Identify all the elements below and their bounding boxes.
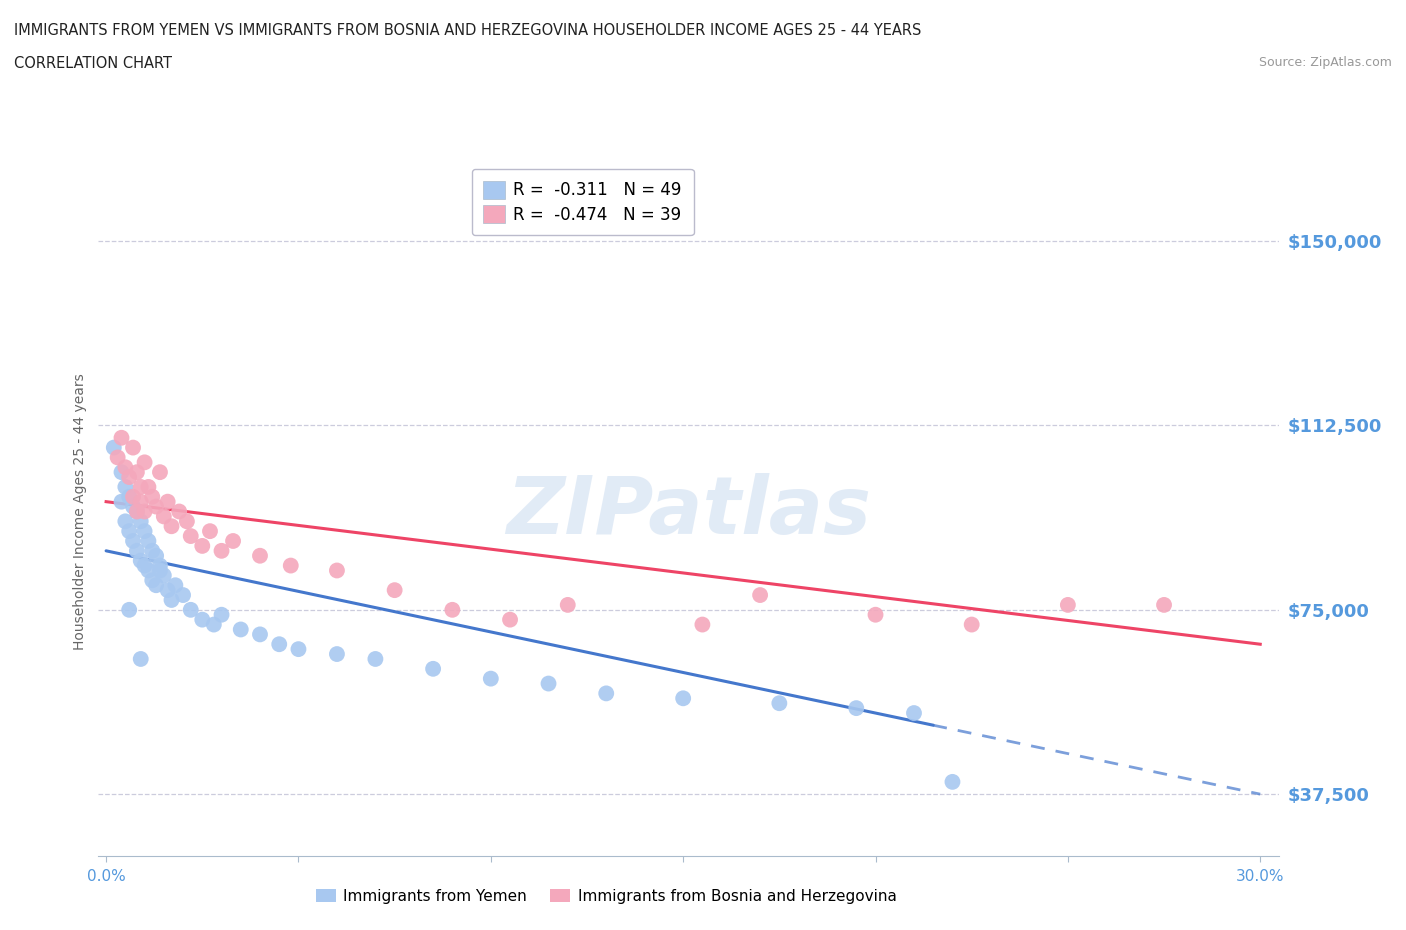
Point	[156, 583, 179, 598]
Point	[326, 563, 349, 578]
Point	[191, 538, 214, 553]
Point	[960, 618, 983, 632]
Point	[191, 612, 214, 627]
Point	[125, 465, 148, 480]
Point	[118, 489, 141, 504]
Point	[149, 558, 172, 573]
Point	[110, 431, 132, 445]
Point	[122, 440, 145, 455]
Point	[1057, 597, 1080, 612]
Point	[103, 440, 125, 455]
Point	[129, 480, 152, 495]
Point	[499, 612, 522, 627]
Point	[222, 534, 245, 549]
Point	[145, 578, 167, 592]
Point	[129, 494, 152, 509]
Text: IMMIGRANTS FROM YEMEN VS IMMIGRANTS FROM BOSNIA AND HERZEGOVINA HOUSEHOLDER INCO: IMMIGRANTS FROM YEMEN VS IMMIGRANTS FROM…	[14, 23, 921, 38]
Point	[141, 489, 163, 504]
Point	[249, 549, 271, 564]
Text: CORRELATION CHART: CORRELATION CHART	[14, 56, 172, 71]
Point	[167, 504, 190, 519]
Point	[180, 603, 202, 618]
Point	[134, 504, 156, 519]
Point	[138, 480, 160, 495]
Point	[129, 514, 152, 529]
Point	[118, 524, 141, 538]
Point	[114, 480, 136, 495]
Point	[768, 696, 790, 711]
Point	[153, 509, 176, 524]
Point	[125, 543, 148, 558]
Point	[1153, 597, 1175, 612]
Point	[749, 588, 772, 603]
Point	[441, 603, 464, 618]
Point	[134, 558, 156, 573]
Point	[110, 494, 132, 509]
Point	[176, 514, 198, 529]
Point	[145, 549, 167, 564]
Point	[118, 470, 141, 485]
Point	[557, 597, 579, 612]
Point	[141, 543, 163, 558]
Point	[692, 618, 714, 632]
Point	[122, 499, 145, 514]
Point	[141, 573, 163, 588]
Point	[118, 603, 141, 618]
Point	[114, 514, 136, 529]
Point	[384, 583, 406, 598]
Point	[865, 607, 887, 622]
Point	[110, 465, 132, 480]
Point	[537, 676, 560, 691]
Text: ZIPatlas: ZIPatlas	[506, 472, 872, 551]
Point	[180, 528, 202, 543]
Point	[364, 652, 387, 667]
Point	[160, 519, 183, 534]
Point	[595, 686, 617, 701]
Point	[845, 700, 868, 715]
Y-axis label: Householder Income Ages 25 - 44 years: Householder Income Ages 25 - 44 years	[73, 373, 87, 650]
Point	[269, 637, 291, 652]
Point	[153, 568, 176, 583]
Point	[229, 622, 252, 637]
Point	[122, 489, 145, 504]
Point	[202, 618, 225, 632]
Point	[129, 652, 152, 667]
Point	[145, 499, 167, 514]
Text: Source: ZipAtlas.com: Source: ZipAtlas.com	[1258, 56, 1392, 69]
Point	[138, 534, 160, 549]
Point	[134, 455, 156, 470]
Point	[422, 661, 444, 676]
Point	[149, 465, 172, 480]
Point	[125, 504, 148, 519]
Point	[287, 642, 309, 657]
Point	[172, 588, 194, 603]
Point	[941, 775, 963, 790]
Point	[198, 524, 221, 538]
Point	[211, 543, 233, 558]
Point	[160, 592, 183, 607]
Point	[211, 607, 233, 622]
Point	[138, 563, 160, 578]
Point	[672, 691, 695, 706]
Point	[107, 450, 129, 465]
Point	[280, 558, 302, 573]
Point	[122, 534, 145, 549]
Legend: Immigrants from Yemen, Immigrants from Bosnia and Herzegovina: Immigrants from Yemen, Immigrants from B…	[309, 883, 903, 910]
Point	[249, 627, 271, 642]
Point	[326, 646, 349, 661]
Point	[165, 578, 187, 592]
Point	[125, 504, 148, 519]
Point	[149, 563, 172, 578]
Point	[114, 459, 136, 474]
Point	[129, 553, 152, 568]
Point	[903, 706, 925, 721]
Point	[134, 524, 156, 538]
Point	[479, 671, 502, 686]
Point	[156, 494, 179, 509]
